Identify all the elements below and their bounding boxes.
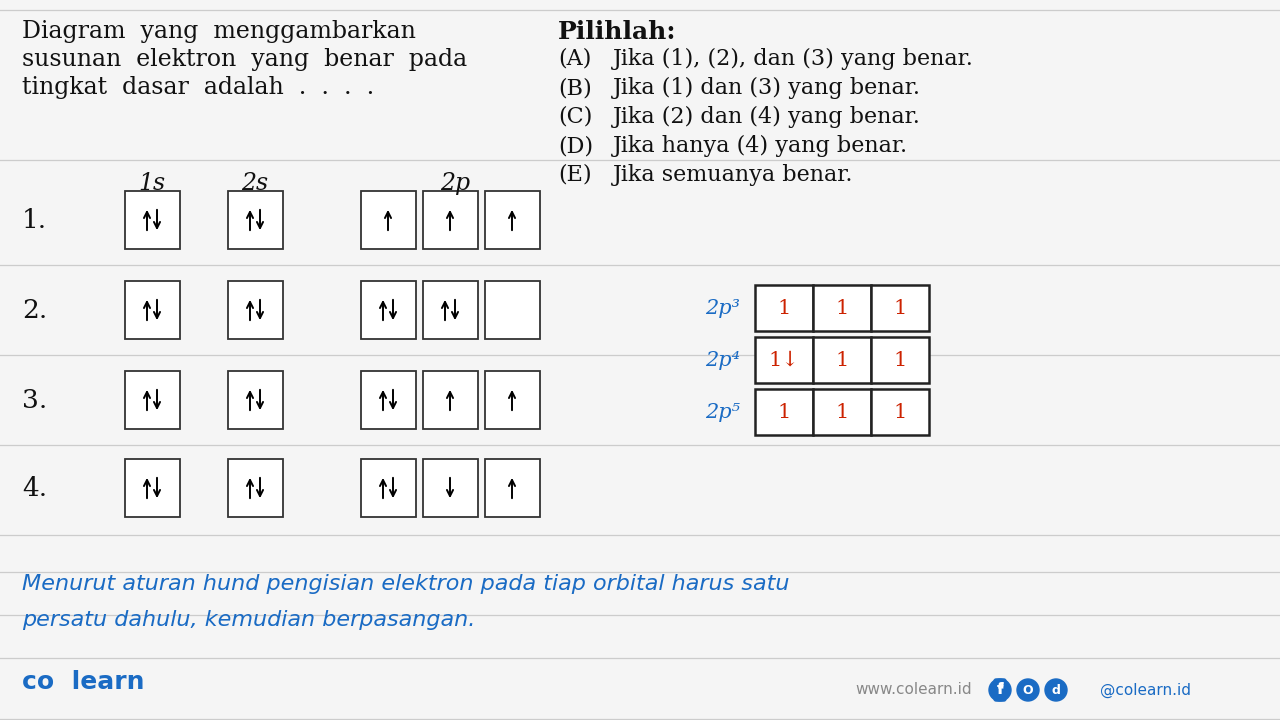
Bar <box>755 337 813 383</box>
Text: (A): (A) <box>558 48 591 70</box>
Text: Jika (1) dan (3) yang benar.: Jika (1) dan (3) yang benar. <box>613 77 922 99</box>
Text: persatu dahulu, kemudian berpasangan.: persatu dahulu, kemudian berpasangan. <box>22 610 475 630</box>
Text: f: f <box>996 681 1004 699</box>
Bar <box>422 459 477 517</box>
Text: 2p³: 2p³ <box>705 299 740 318</box>
Bar <box>124 191 179 249</box>
Bar <box>422 281 477 339</box>
Bar <box>422 191 477 249</box>
Text: 1.: 1. <box>22 207 47 233</box>
Bar <box>813 337 870 383</box>
Text: 1: 1 <box>893 402 906 421</box>
Text: 1: 1 <box>836 299 849 318</box>
Bar <box>124 281 179 339</box>
Text: (C): (C) <box>558 106 593 128</box>
Text: f: f <box>997 683 1002 696</box>
Bar <box>124 371 179 429</box>
Text: 4.: 4. <box>22 475 47 500</box>
Text: 1: 1 <box>836 351 849 369</box>
Bar <box>870 389 929 435</box>
Bar <box>361 191 416 249</box>
Text: www.colearn.id: www.colearn.id <box>855 683 972 698</box>
Text: (B): (B) <box>558 77 591 99</box>
Bar <box>813 285 870 331</box>
Text: (E): (E) <box>558 164 591 186</box>
Text: 2p⁵: 2p⁵ <box>705 402 740 421</box>
Text: d: d <box>1052 683 1060 696</box>
Bar <box>755 285 813 331</box>
Bar <box>485 459 539 517</box>
Text: Pilihlah:: Pilihlah: <box>558 20 677 44</box>
Text: tingkat  dasar  adalah  .  .  .  .: tingkat dasar adalah . . . . <box>22 76 374 99</box>
Bar <box>361 371 416 429</box>
Text: Jika hanya (4) yang benar.: Jika hanya (4) yang benar. <box>613 135 908 157</box>
Bar <box>755 389 813 435</box>
Text: 3.: 3. <box>22 387 47 413</box>
Bar <box>124 459 179 517</box>
Circle shape <box>1018 679 1039 701</box>
Text: Diagram  yang  menggambarkan: Diagram yang menggambarkan <box>22 20 416 43</box>
Bar <box>813 389 870 435</box>
Text: 1: 1 <box>836 402 849 421</box>
Bar <box>422 371 477 429</box>
Text: 1: 1 <box>893 299 906 318</box>
Text: O: O <box>1023 683 1033 696</box>
Circle shape <box>1044 679 1068 701</box>
Text: 1s: 1s <box>138 172 165 195</box>
Text: susunan  elektron  yang  benar  pada: susunan elektron yang benar pada <box>22 48 467 71</box>
Bar <box>228 459 283 517</box>
Text: 1↓: 1↓ <box>768 351 800 369</box>
Bar <box>485 371 539 429</box>
Text: Jika semuanya benar.: Jika semuanya benar. <box>613 164 854 186</box>
Text: Jika (1), (2), dan (3) yang benar.: Jika (1), (2), dan (3) yang benar. <box>613 48 974 70</box>
Bar <box>870 285 929 331</box>
Text: @colearn.id: @colearn.id <box>1100 683 1190 698</box>
Bar <box>228 371 283 429</box>
Bar <box>485 191 539 249</box>
Text: Jika (2) dan (4) yang benar.: Jika (2) dan (4) yang benar. <box>613 106 920 128</box>
Text: Menurut aturan hund pengisian elektron pada tiap orbital harus satu: Menurut aturan hund pengisian elektron p… <box>22 574 790 594</box>
Bar <box>361 281 416 339</box>
Text: 1: 1 <box>777 402 791 421</box>
Bar <box>485 281 539 339</box>
Text: f: f <box>997 683 1004 698</box>
Text: 2p⁴: 2p⁴ <box>705 351 740 369</box>
Bar <box>228 281 283 339</box>
Text: co  learn: co learn <box>22 670 145 694</box>
Text: 2p: 2p <box>440 172 470 195</box>
Circle shape <box>989 679 1011 701</box>
Text: 1: 1 <box>893 351 906 369</box>
Bar <box>870 337 929 383</box>
Text: (D): (D) <box>558 135 593 157</box>
Bar <box>228 191 283 249</box>
Text: 2.: 2. <box>22 297 47 323</box>
Text: 2s: 2s <box>242 172 269 195</box>
Bar <box>361 459 416 517</box>
Text: 1: 1 <box>777 299 791 318</box>
